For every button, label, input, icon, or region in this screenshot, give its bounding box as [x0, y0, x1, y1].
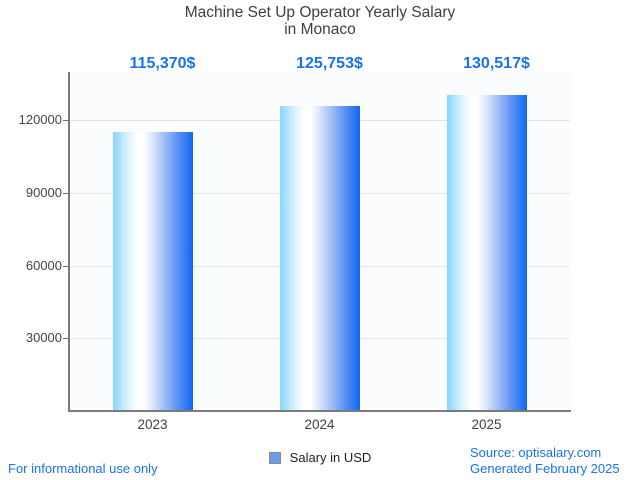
x-axis-line — [68, 410, 571, 412]
bar-value-label-2024: 125,753$ — [296, 55, 363, 72]
bar-2024[interactable] — [279, 106, 360, 411]
y-axis-tick-label: 120000 — [18, 112, 62, 128]
x-axis-label-2024: 2024 — [304, 417, 335, 432]
bar-value-label-2023: 115,370$ — [129, 55, 196, 72]
chart-title-line1: Machine Set Up Operator Yearly Salary — [184, 4, 456, 21]
source-block: Source: optisalary.com Generated Februar… — [470, 445, 620, 477]
bar-2023[interactable] — [112, 131, 193, 411]
legend: Salary in USD — [0, 450, 640, 465]
y-axis-tick — [63, 193, 69, 195]
legend-label: Salary in USD — [289, 450, 372, 465]
x-axis-label-2023: 2023 — [137, 417, 168, 432]
x-axis-label-2025: 2025 — [471, 417, 502, 432]
y-axis-line — [68, 72, 70, 412]
generated-date: Generated February 2025 — [470, 461, 620, 476]
y-axis-tick — [63, 120, 69, 122]
y-axis-tick-label: 60000 — [25, 257, 62, 273]
bar-2025[interactable] — [446, 94, 527, 411]
source-link[interactable]: Source: optisalary.com — [470, 445, 602, 460]
disclaimer-text: For informational use only — [8, 461, 158, 476]
chart-title: Machine Set Up Operator Yearly Salary in… — [0, 4, 640, 38]
y-axis-tick-label: 90000 — [25, 185, 62, 201]
bar-value-label-2025: 130,517$ — [463, 55, 530, 72]
legend-marker-icon — [268, 451, 281, 464]
y-axis-tick-label: 30000 — [25, 330, 62, 346]
y-axis-tick — [63, 338, 69, 340]
chart-title-line2: in Monaco — [284, 21, 356, 38]
y-axis-tick — [63, 265, 69, 267]
